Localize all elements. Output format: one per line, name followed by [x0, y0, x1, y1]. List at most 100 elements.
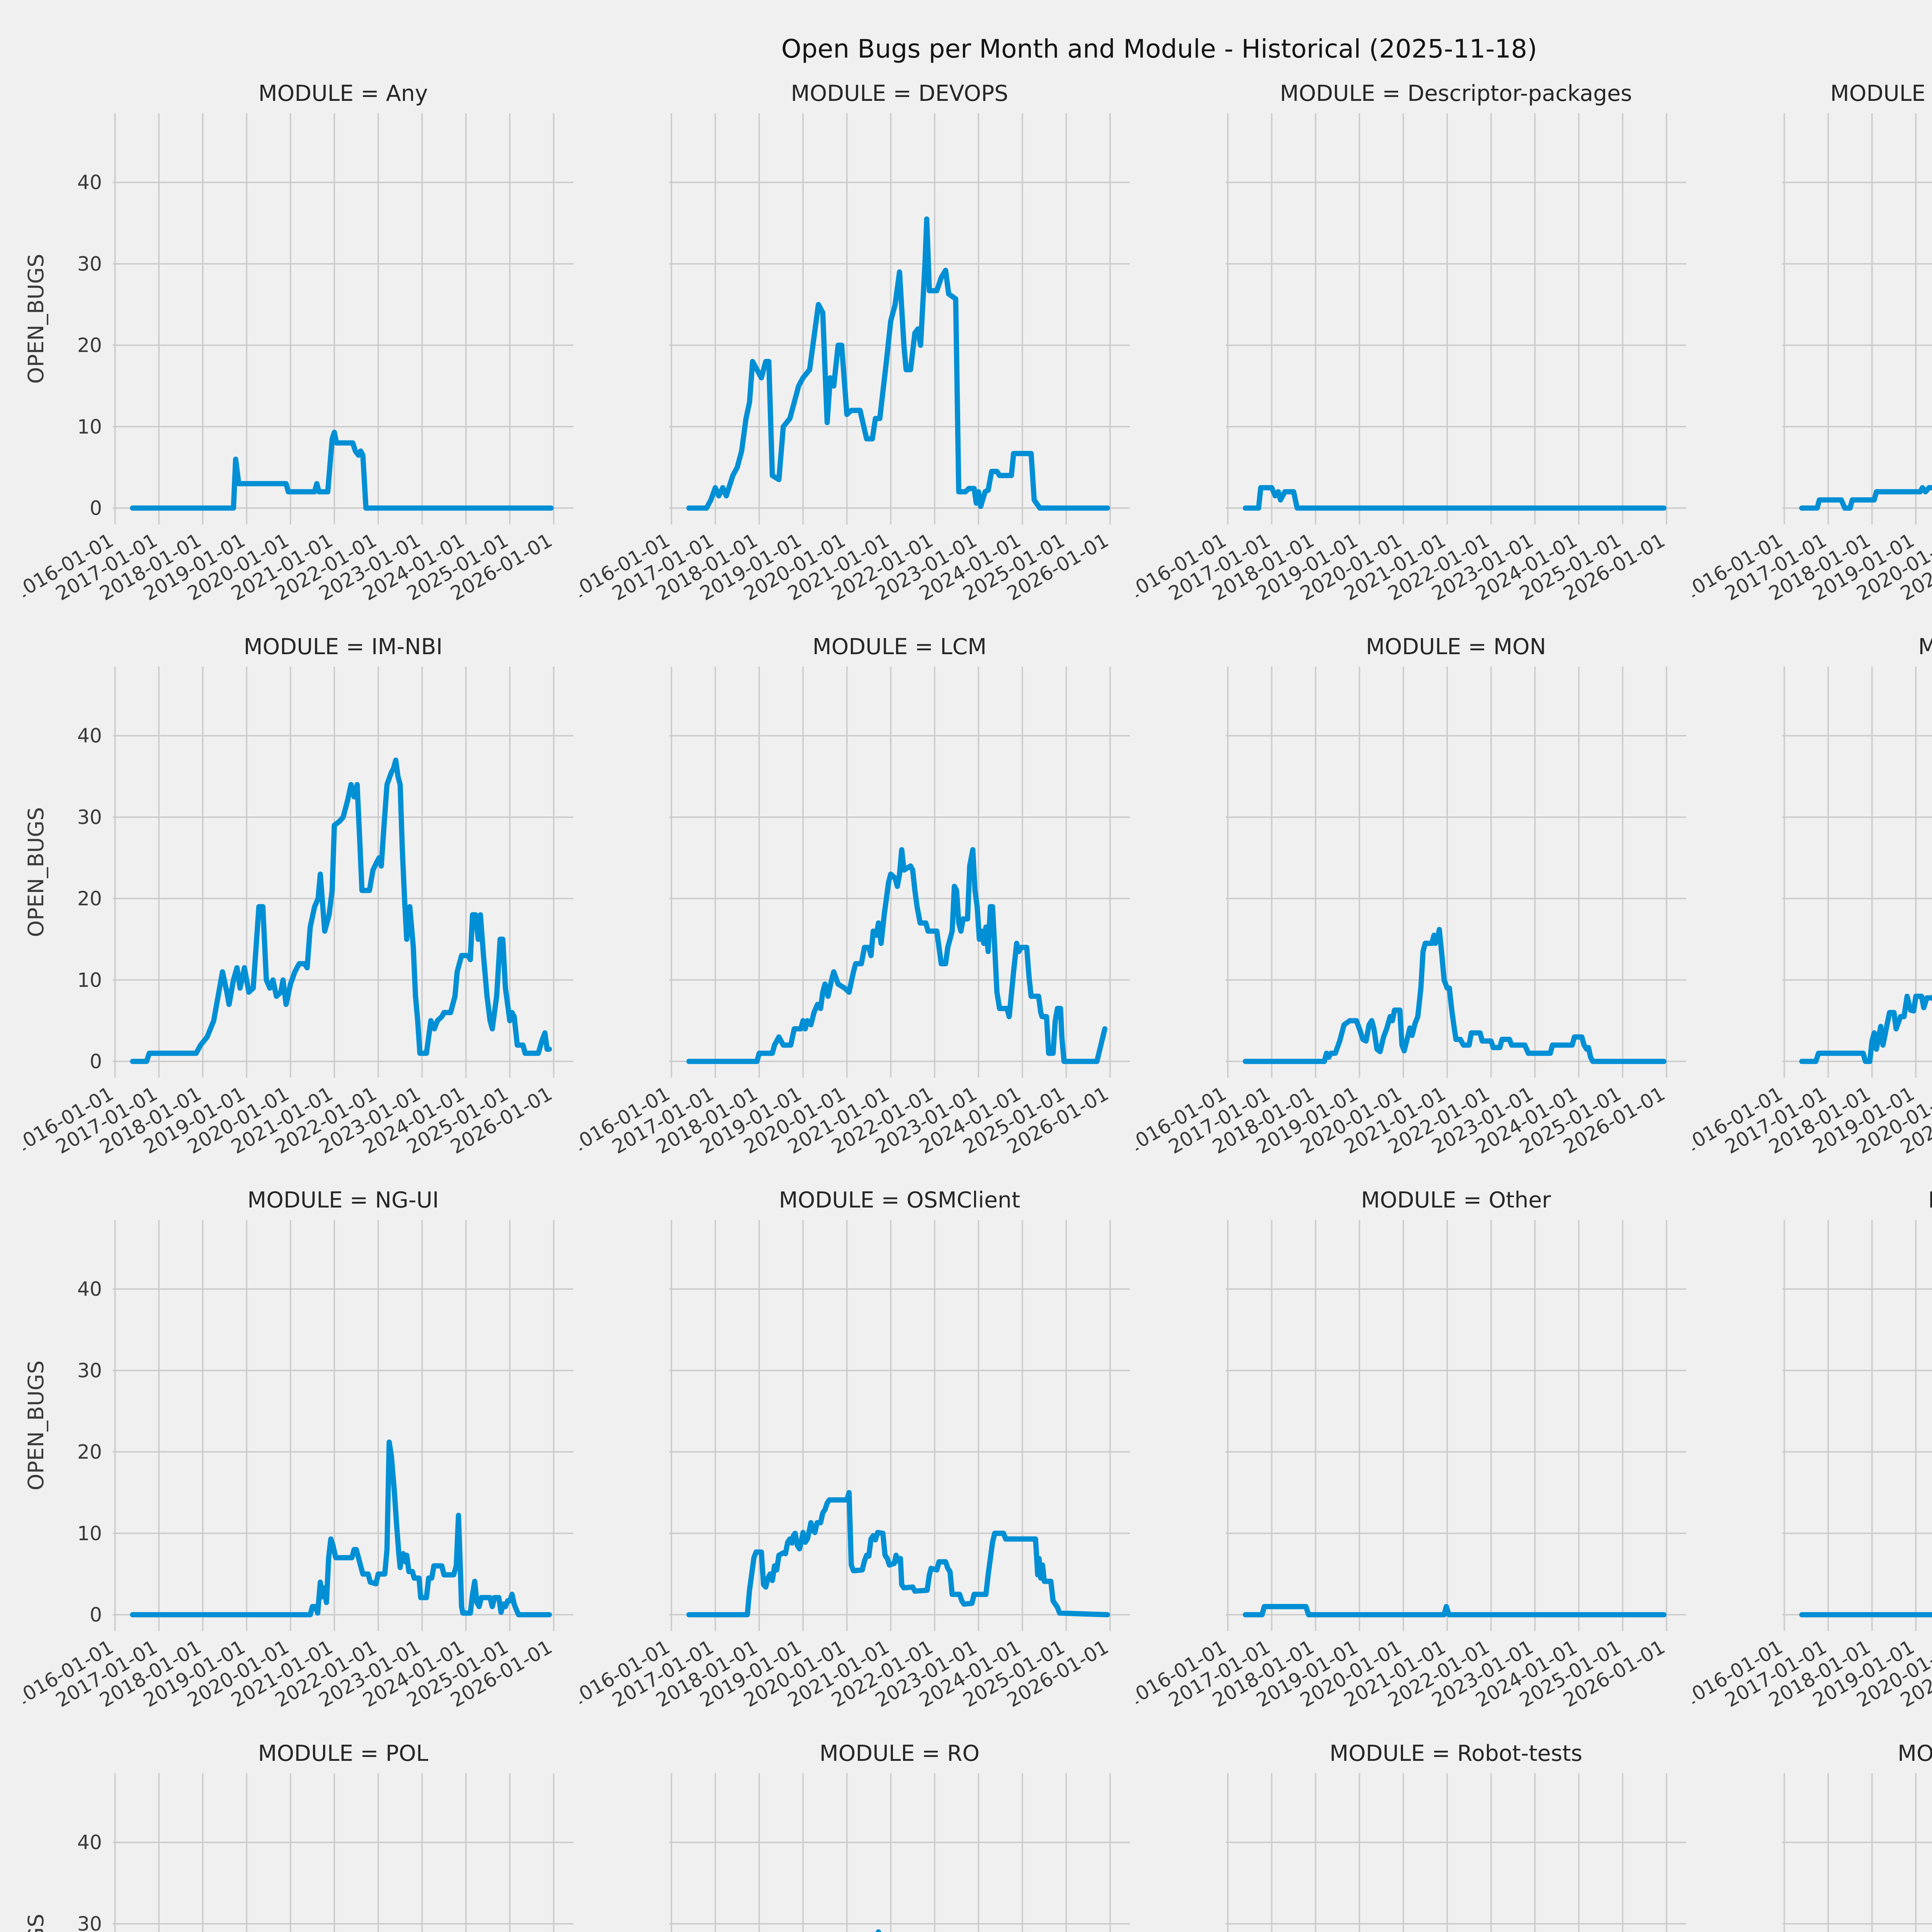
facet-chart: MODULE = IM-NBI 2016-01-012017-01-012018-…: [23, 634, 573, 1158]
figure-title: Open Bugs per Month and Module - Histori…: [781, 34, 1537, 64]
facet-osmclient: MODULE = OSMClient 2016-01-01 2017-01-01 20…: [580, 1186, 1136, 1739]
x-tick-labels: 2016-01-012017-01-012018-01-012019-01-01…: [23, 529, 556, 605]
facet-pol: MODULE = POL2016-01-012017-01-012018-01-…: [23, 1739, 580, 1932]
x-tick-labels: 2016-01-012017-01-012018-01-012019-01-01…: [1136, 1082, 1669, 1158]
svg-text:20: 20: [77, 334, 102, 357]
line-series: [130, 1439, 552, 1617]
facet-pla: MODULE = PLA 2016-01-012017-01-012018-01-…: [1692, 1186, 1932, 1739]
facet-im-nbi: MODULE = IM-NBI 2016-01-01 2017-01-01 2018-…: [23, 633, 580, 1186]
plot-area: [1226, 667, 1686, 1078]
plot-area: [669, 1773, 1130, 1932]
gridlines: [1782, 113, 1932, 524]
facet-chart: MODULE = Descriptor-packages 2016-01-0120…: [1136, 81, 1686, 605]
x-tick-labels: 2016-01-012017-01-012018-01-012019-01-01…: [580, 529, 1112, 605]
facet-title: MODULE = N2VC: [1918, 634, 1932, 660]
facet-chart: MODULE = NG-UI 2016-01-012017-01-012018-0…: [23, 1187, 573, 1712]
gridlines: [1226, 1773, 1686, 1932]
x-tick-labels: 2016-01-012017-01-012018-01-012019-01-01…: [1692, 1082, 1932, 1158]
facet-any: MODULE = Any 2016-01-01 2017-01-01 2018-01-…: [23, 79, 580, 633]
plot-area: [1226, 113, 1686, 524]
line-series: [130, 757, 552, 1064]
svg-text:10: 10: [77, 969, 102, 992]
x-tick-labels: 2016-01-012017-01-012018-01-012019-01-01…: [580, 1082, 1112, 1158]
svg-text:30: 30: [77, 1359, 102, 1382]
line-series: [686, 216, 1110, 511]
facet-documentation-wiki: MODULE = Documentation / Wiki 2016-01-012…: [1692, 79, 1932, 633]
x-tick-labels: 2016-01-012017-01-012018-01-012019-01-01…: [1692, 529, 1932, 605]
facet-chart: MODULE = Robot-tests2016-01-012017-01-01…: [1226, 1741, 1686, 1932]
svg-text:10: 10: [77, 1522, 102, 1545]
facet-chart: MODULE = LCM 2016-01-012017-01-012018-01-…: [580, 634, 1130, 1158]
line-series: [686, 1490, 1110, 1617]
line-series: [1243, 1604, 1667, 1617]
facet-chart: MODULE = OSMClient 2016-01-012017-01-0120…: [580, 1187, 1130, 1712]
plot-area: [1226, 1220, 1686, 1631]
line-series: [686, 847, 1108, 1064]
facet-chart: MODULE = PLA 2016-01-012017-01-012018-01-…: [1692, 1187, 1932, 1712]
svg-text:0: 0: [90, 497, 102, 519]
facet-title: MODULE = POL: [258, 1741, 429, 1766]
facet-chart: MODULE = POL2016-01-012017-01-012018-01-…: [24, 1741, 573, 1932]
facet-n2vc: MODULE = N2VC 2016-01-012017-01-012018-01…: [1692, 633, 1932, 1186]
svg-text:20: 20: [77, 887, 102, 910]
svg-text:40: 40: [77, 1831, 102, 1854]
facet-title: MODULE = Descriptor-packages: [1280, 81, 1632, 106]
facet-title: MODULE = Documentation / Wiki: [1830, 81, 1932, 106]
x-tick-labels: 2016-01-012017-01-012018-01-012019-01-01…: [1136, 1635, 1669, 1712]
facet-chart: MODULE = Documentation / Wiki 2016-01-012…: [1692, 81, 1932, 605]
gridlines: [113, 1773, 573, 1932]
facet-title: MODULE = Other: [1361, 1187, 1551, 1213]
svg-text:20: 20: [77, 1440, 102, 1463]
svg-text:40: 40: [77, 171, 102, 194]
facet-ng-ui: MODULE = NG-UI 2016-01-01 2017-01-01 2018-0…: [23, 1186, 580, 1739]
facet-other: MODULE = Other 2016-01-01 2017-01-01 2018-0…: [1136, 1186, 1692, 1739]
svg-text:30: 30: [77, 1912, 102, 1932]
line-series: [1799, 993, 1932, 1064]
facet-unknown: MODULE = Unknown2016-01-012017-01-012018…: [1692, 1739, 1932, 1932]
plot-area: [1782, 1773, 1932, 1932]
plot-area: [1782, 1220, 1932, 1631]
line-series: [1243, 485, 1667, 511]
y-axis-label: OPEN_BUGS: [24, 1914, 49, 1932]
facet-chart: MODULE = Unknown2016-01-012017-01-012018…: [1782, 1741, 1932, 1932]
plot-area: [1782, 667, 1932, 1078]
facet-title: MODULE = Robot-tests: [1330, 1741, 1582, 1766]
facet-chart: MODULE = Any 2016-01-012017-01-012018-01-…: [23, 81, 573, 605]
facet-grid: MODULE = Any 2016-01-01 2017-01-01 2018-01-…: [0, 64, 1932, 1932]
plot-area: [113, 1773, 573, 1932]
gridlines: [669, 667, 1130, 1078]
facet-title: MODULE = PLA: [1928, 1187, 1932, 1213]
svg-text:40: 40: [77, 1278, 102, 1301]
facet-title: MODULE = RO: [820, 1741, 980, 1766]
gridlines: [113, 1220, 573, 1631]
gridlines: [669, 1220, 1130, 1631]
facet-title: MODULE = NG-UI: [247, 1187, 439, 1213]
facet-title: MODULE = LCM: [813, 634, 987, 660]
facet-title: MODULE = OSMClient: [779, 1187, 1020, 1213]
plot-area: [1782, 113, 1932, 524]
facet-title: MODULE = IM-NBI: [244, 634, 443, 660]
y-tick-labels: 0 10 20 30 40: [77, 1278, 102, 1626]
facet-mon: MODULE = MON 2016-01-01 2017-01-01 2018-01-…: [1136, 633, 1692, 1186]
facet-chart: MODULE = DEVOPS 2016-01-012017-01-012018-…: [580, 81, 1130, 605]
facet-robot-tests: MODULE = Robot-tests2016-01-012017-01-01…: [1136, 1739, 1692, 1932]
facet-chart: MODULE = RO2016-01-012017-01-012018-01-0…: [669, 1741, 1130, 1932]
plot-area: [113, 113, 573, 524]
line-series: [130, 430, 554, 511]
facet-devops: MODULE = DEVOPS 2016-01-01 2017-01-01 2018-…: [580, 79, 1136, 633]
x-tick-labels: 2016-01-012017-01-012018-01-012019-01-01…: [1692, 1635, 1932, 1712]
facet-descriptor-packages: MODULE = Descriptor-packages 2016-01-01 20…: [1136, 79, 1692, 633]
y-axis-label: OPEN_BUGS: [24, 254, 49, 384]
facet-title: MODULE = Unknown: [1898, 1741, 1932, 1766]
svg-text:0: 0: [90, 1603, 102, 1626]
x-tick-labels: 2016-01-012017-01-012018-01-012019-01-01…: [23, 1635, 556, 1712]
facet-lcm: MODULE = LCM 2016-01-01 2017-01-01 2018-01-…: [580, 633, 1136, 1186]
svg-text:40: 40: [77, 724, 102, 747]
line-series: [1799, 485, 1932, 511]
svg-text:0: 0: [90, 1050, 102, 1073]
gridlines: [669, 1773, 1130, 1932]
facet-title: MODULE = Any: [259, 81, 428, 106]
